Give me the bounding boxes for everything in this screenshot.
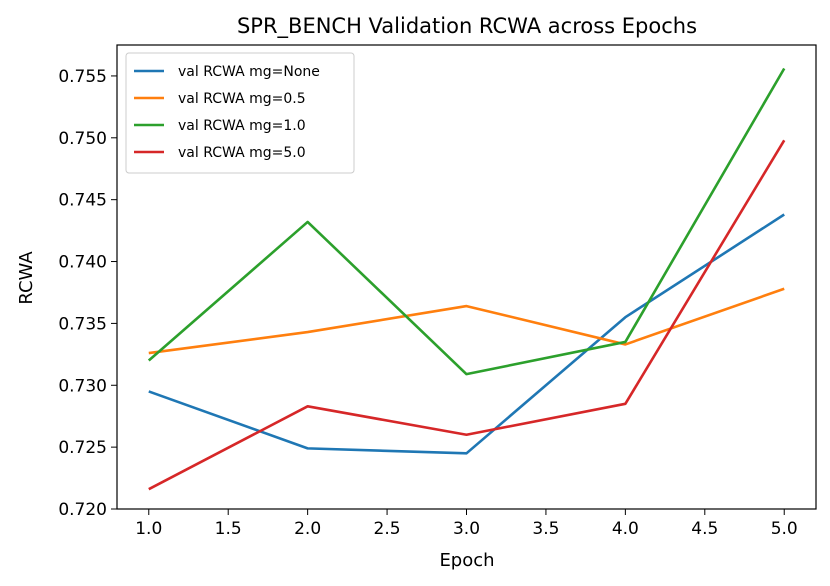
- legend: val RCWA mg=None val RCWA mg=0.5 val RCWA …: [125, 52, 355, 174]
- legend-box: [125, 52, 355, 174]
- series-line-1: [148, 287, 785, 355]
- y-tick-label: 0.725: [58, 438, 107, 458]
- y-tick-label: 0.735: [58, 314, 107, 334]
- x-tick-label: 4.5: [691, 519, 718, 539]
- y-tick-label: 0.755: [58, 67, 107, 87]
- series-line-3: [148, 139, 786, 491]
- y-tick-label: 0.730: [58, 376, 107, 396]
- y-tick-label: 0.740: [58, 253, 107, 273]
- x-axis-label: Epoch: [439, 550, 494, 571]
- x-tick-label: 1.0: [135, 519, 162, 539]
- legend-label: val RCWA mg=5.0: [178, 145, 306, 161]
- legend-label: val RCWA mg=None: [178, 64, 320, 80]
- x-axis: 1.0 1.5 2.0 2.5 3.0 3.5 4.0 4.5 5.0: [135, 509, 798, 539]
- x-tick-label: 1.5: [215, 519, 242, 539]
- y-tick-label: 0.750: [58, 129, 107, 149]
- y-axis-label: RCWA: [16, 251, 37, 305]
- x-tick-label: 4.0: [612, 519, 639, 539]
- x-tick-label: 3.0: [453, 519, 480, 539]
- y-tick-label: 0.720: [58, 500, 107, 520]
- series-layer: [147, 67, 786, 491]
- x-tick-label: 3.5: [532, 519, 559, 539]
- chart-title: SPR_BENCH Validation RCWA across Epochs: [237, 14, 697, 39]
- x-tick-label: 2.5: [374, 519, 401, 539]
- y-axis: 0.720 0.725 0.730 0.735 0.740 0.745 0.750 0.755: [58, 67, 117, 520]
- legend-label: val RCWA mg=1.0: [178, 118, 306, 134]
- y-tick-label: 0.745: [58, 191, 107, 211]
- x-tick-label: 5.0: [771, 519, 798, 539]
- series-line-0: [148, 213, 785, 455]
- series-line-2: [147, 67, 786, 376]
- legend-label: val RCWA mg=0.5: [178, 91, 306, 107]
- x-tick-label: 2.0: [294, 519, 321, 539]
